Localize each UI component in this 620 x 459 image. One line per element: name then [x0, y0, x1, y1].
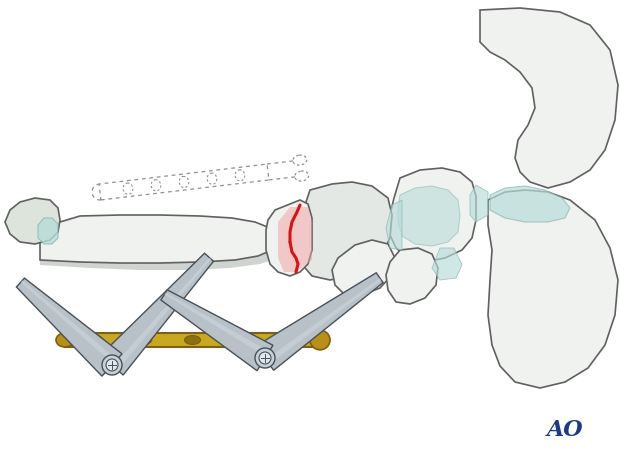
Polygon shape: [16, 278, 122, 376]
Ellipse shape: [179, 176, 189, 188]
Polygon shape: [65, 333, 320, 347]
Polygon shape: [332, 240, 395, 295]
Polygon shape: [266, 278, 381, 364]
Ellipse shape: [235, 170, 245, 181]
Polygon shape: [113, 257, 211, 370]
Polygon shape: [432, 248, 462, 280]
Polygon shape: [470, 185, 488, 222]
Polygon shape: [278, 207, 312, 272]
Ellipse shape: [293, 155, 307, 165]
Polygon shape: [38, 218, 58, 244]
Circle shape: [106, 359, 118, 371]
Polygon shape: [40, 232, 285, 270]
Ellipse shape: [151, 180, 161, 191]
Polygon shape: [266, 200, 312, 276]
Polygon shape: [480, 8, 618, 188]
Polygon shape: [390, 168, 476, 262]
Ellipse shape: [207, 173, 217, 184]
Polygon shape: [21, 280, 117, 364]
Polygon shape: [386, 248, 438, 304]
Circle shape: [259, 352, 271, 364]
Ellipse shape: [310, 330, 330, 350]
Polygon shape: [386, 200, 402, 250]
Ellipse shape: [282, 336, 298, 345]
Polygon shape: [101, 253, 213, 375]
Polygon shape: [161, 290, 273, 371]
Circle shape: [255, 348, 275, 368]
Ellipse shape: [294, 171, 309, 181]
Polygon shape: [490, 186, 570, 222]
Ellipse shape: [56, 333, 74, 347]
Polygon shape: [257, 273, 383, 370]
Text: AO: AO: [547, 419, 583, 441]
Polygon shape: [5, 198, 60, 244]
Ellipse shape: [185, 336, 200, 345]
Polygon shape: [488, 190, 618, 388]
Polygon shape: [40, 215, 278, 263]
Polygon shape: [164, 292, 269, 357]
Ellipse shape: [136, 336, 152, 345]
Polygon shape: [296, 182, 392, 280]
Ellipse shape: [123, 183, 133, 194]
Polygon shape: [398, 186, 460, 246]
Ellipse shape: [87, 336, 103, 345]
Circle shape: [102, 355, 122, 375]
Ellipse shape: [233, 336, 249, 345]
